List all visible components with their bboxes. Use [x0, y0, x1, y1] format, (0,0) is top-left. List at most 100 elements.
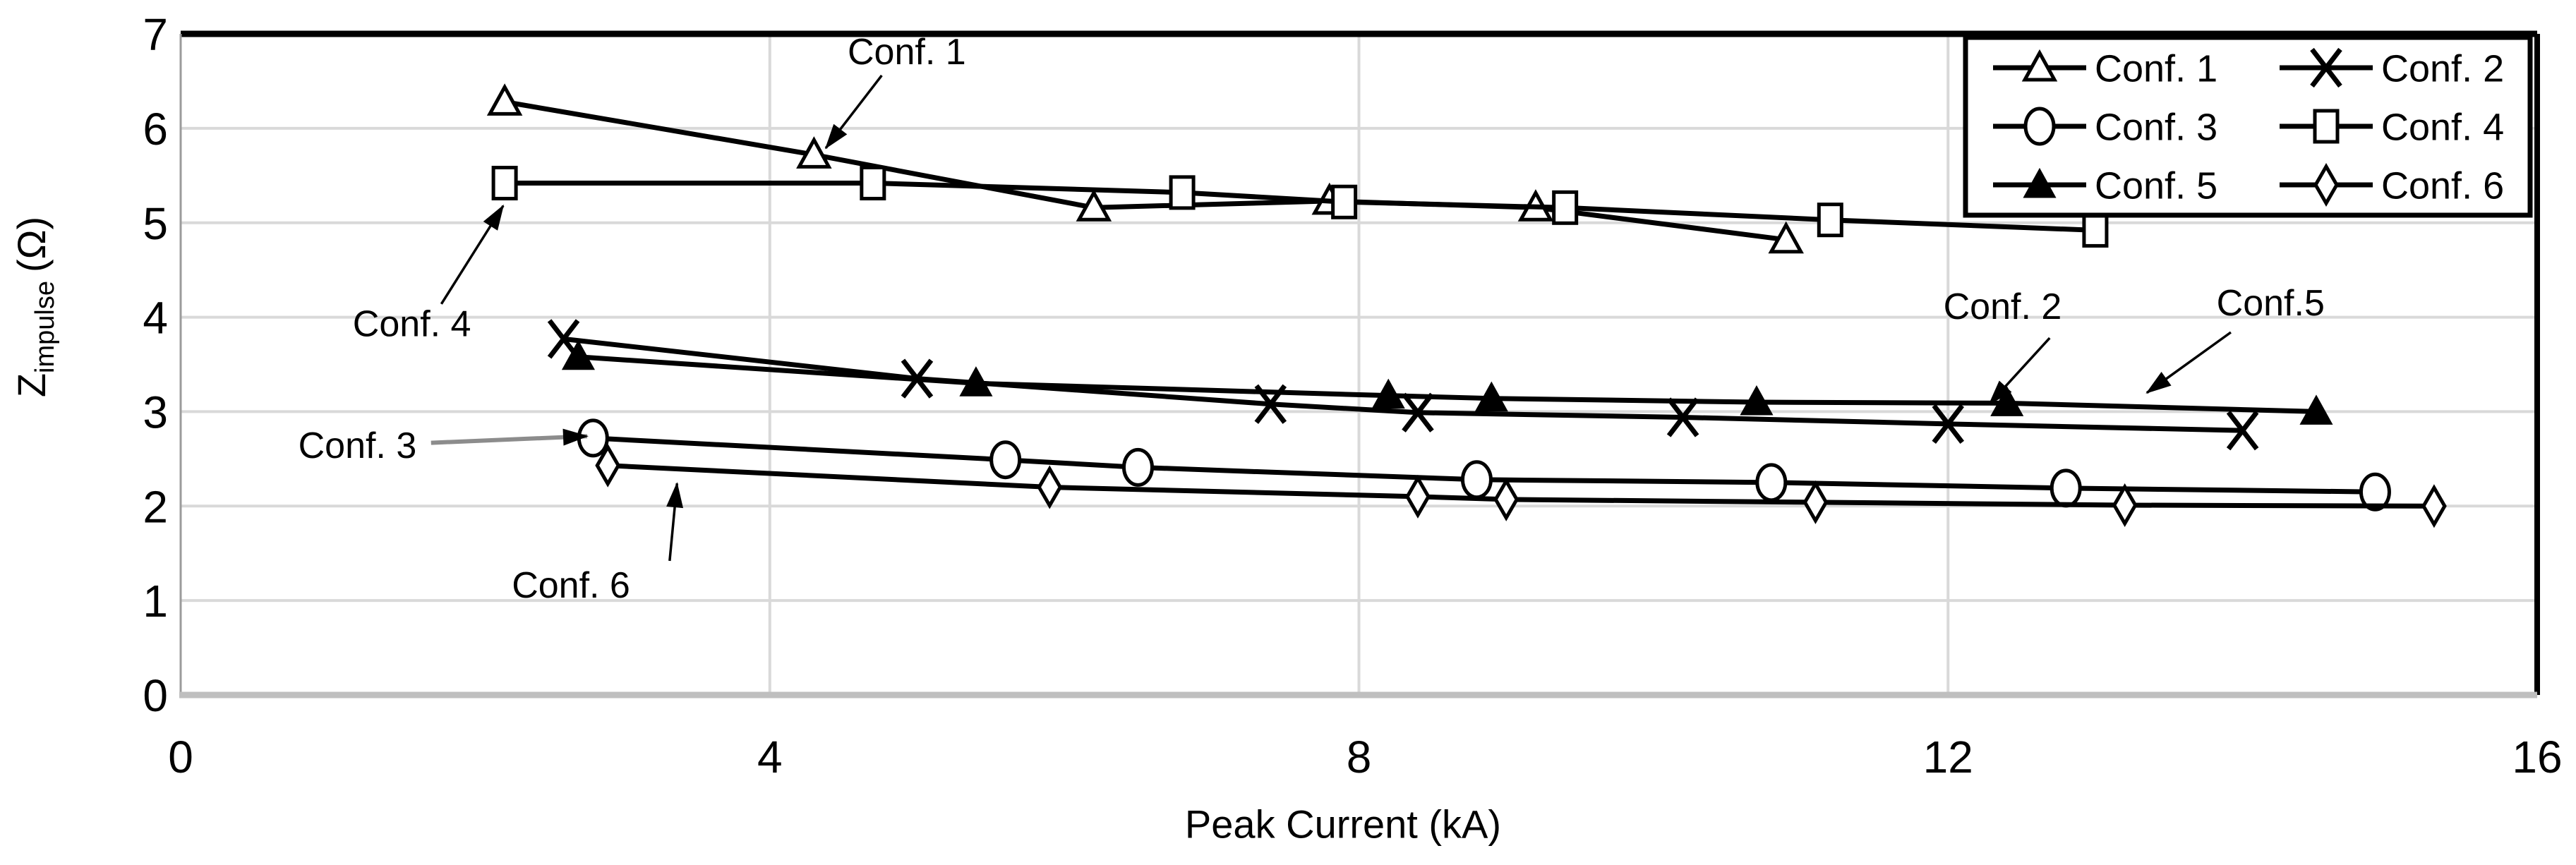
x-axis-title: Peak Current (kA) [1185, 802, 1501, 847]
circle-open-marker [2359, 472, 2391, 512]
triangle-filled-shape [1371, 378, 1405, 409]
triangle-filled-shape [1474, 381, 1508, 412]
x-cross-marker [2226, 411, 2259, 451]
square-open-marker [1817, 202, 1843, 238]
y-axis-title-subscript: impulse [30, 281, 60, 373]
triangle-filled-shape [2299, 394, 2333, 425]
y-tick-label: 6 [143, 104, 168, 155]
annotation-conf-1: Conf. 1 [824, 32, 966, 150]
square-open-marker [1331, 184, 1358, 219]
square-open-shape [1331, 184, 1358, 219]
triangle-open-shape [796, 136, 832, 169]
triangle-filled-shape [959, 366, 993, 397]
triangle-open-marker [1768, 221, 1804, 254]
diamond-open-shape [1802, 480, 1829, 524]
square-open-marker [1169, 175, 1196, 210]
annotation-conf-6: Conf. 6 [512, 482, 684, 606]
annotation-arrowhead [824, 123, 848, 150]
series-conf-1 [486, 83, 1804, 254]
triangle-filled-shape [2023, 167, 2057, 198]
triangle-filled-shape [1740, 385, 1774, 416]
triangle-filled-marker [1371, 378, 1405, 409]
y-tick-label: 0 [143, 670, 168, 721]
y-tick-label: 1 [143, 576, 168, 627]
annotations: Conf. 1 Conf. 4 Conf. 3 Conf. 6 Conf. 2 Conf.… [299, 32, 2325, 606]
square-open-shape [2313, 109, 2340, 144]
diamond-open-marker [595, 443, 621, 488]
circle-open-shape [2050, 468, 2082, 508]
square-open-shape [491, 165, 518, 200]
legend-label: Conf. 4 [2381, 106, 2504, 148]
annotation-label: Conf. 1 [848, 32, 966, 73]
annotation-label: Conf. 2 [1944, 286, 2062, 327]
triangle-open-marker [796, 136, 832, 169]
plot-border [179, 30, 2540, 698]
legend-label: Conf. 2 [2381, 47, 2504, 90]
series-conf-3 [577, 418, 2391, 512]
circle-open-shape [2359, 472, 2391, 512]
circle-open-marker [2023, 107, 2056, 146]
y-tick-label: 5 [143, 198, 168, 249]
y-axis-title: Zimpulse (Ω) [9, 217, 60, 397]
x-cross-marker [2310, 47, 2342, 88]
x-tick-label: 0 [168, 732, 193, 782]
square-open-marker [2082, 212, 2109, 248]
diamond-open-shape [1405, 474, 1431, 519]
annotation-conf-3: Conf. 3 [299, 425, 589, 466]
circle-open-shape [989, 440, 1022, 480]
circle-open-marker [1460, 460, 1493, 500]
legend-label: Conf. 6 [2381, 164, 2504, 207]
y-tick-label: 3 [143, 387, 168, 437]
square-open-shape [860, 165, 886, 200]
circle-open-shape [2023, 107, 2056, 146]
diamond-open-marker [1493, 477, 1519, 521]
square-open-marker [2313, 109, 2340, 144]
x-cross-shape [2310, 47, 2342, 88]
legend-item-conf-5: Conf. 5 [1993, 164, 2217, 207]
annotation-label: Conf.5 [2217, 283, 2325, 324]
diamond-open-marker [2112, 483, 2138, 527]
triangle-filled-marker [1990, 386, 2024, 416]
x-tick-label: 16 [2512, 732, 2562, 782]
series-line [578, 354, 2317, 414]
y-axis-title-unit: (Ω) [9, 217, 54, 272]
x-cross-shape [1402, 392, 1434, 432]
diamond-open-marker [1037, 465, 1063, 509]
triangle-filled-shape [1990, 386, 2024, 416]
triangle-filled-marker [1740, 385, 1774, 416]
annotation-conf-4: Conf. 4 [353, 204, 505, 344]
y-tick-label: 7 [143, 9, 168, 60]
legend-item-conf-2: Conf. 2 [2280, 47, 2504, 90]
circle-open-shape [1755, 463, 1788, 502]
triangle-open-shape [1768, 221, 1804, 254]
legend-label: Conf. 1 [2095, 47, 2217, 90]
annotation-arrowhead [1988, 380, 2012, 406]
circle-open-marker [1755, 463, 1788, 502]
series-lines-and-markers [486, 83, 2447, 528]
x-cross-marker [1932, 404, 1965, 444]
series-line [608, 463, 2434, 509]
triangle-open-marker [486, 83, 523, 116]
series-conf-5 [561, 339, 2333, 425]
triangle-open-marker [1076, 189, 1112, 222]
annotation-conf-5: Conf.5 [2145, 283, 2325, 394]
annotation-label: Conf. 6 [512, 565, 630, 606]
diamond-open-marker [1802, 480, 1829, 524]
legend-item-conf-1: Conf. 1 [1993, 47, 2217, 90]
annotation-conf-2: Conf. 2 [1944, 286, 2062, 406]
annotation-arrow-line [431, 434, 588, 445]
diamond-open-marker [1405, 474, 1431, 519]
circle-open-shape [1121, 447, 1154, 487]
legend-label: Conf. 3 [2095, 106, 2217, 148]
legend-item-conf-3: Conf. 3 [1993, 106, 2217, 148]
triangle-filled-shape [561, 339, 595, 370]
series-line [563, 336, 2243, 433]
diamond-open-shape [2112, 483, 2138, 527]
circle-open-marker [1121, 447, 1154, 487]
x-cross-shape [1932, 404, 1965, 444]
diamond-open-shape [595, 443, 621, 488]
series-line [504, 99, 1787, 243]
